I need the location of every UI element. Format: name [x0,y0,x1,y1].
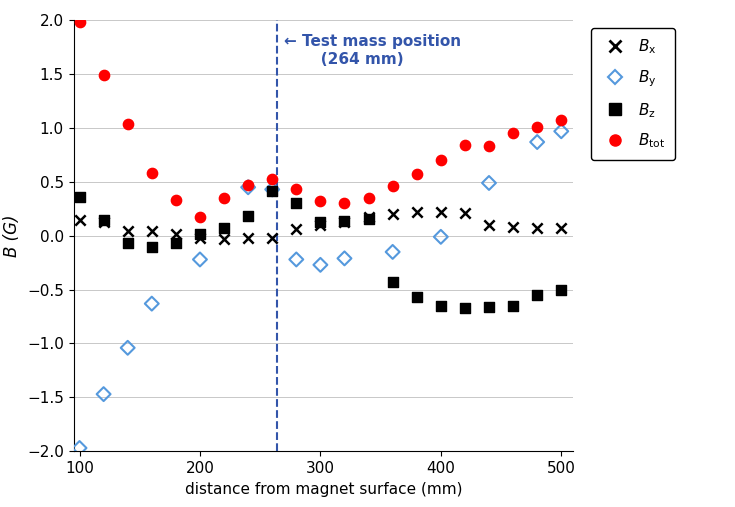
Point [290,186,302,194]
Point [315,197,326,205]
Point [194,256,206,264]
Point [459,209,471,217]
Point [387,182,398,190]
Point [146,169,158,177]
Point [339,255,351,263]
Point [483,179,495,187]
Point [290,256,302,264]
Point [435,302,447,310]
Point [243,234,254,242]
Point [531,123,543,131]
Point [339,216,351,225]
Point [122,227,134,235]
Point [122,239,134,247]
Point [556,117,567,125]
Point [194,234,206,242]
Point [339,199,351,207]
Point [483,303,495,311]
Point [218,235,230,243]
Point [74,193,85,201]
Point [122,120,134,128]
Point [170,239,182,247]
Point [387,248,398,256]
Point [266,174,278,183]
Point [74,215,85,224]
Point [435,233,447,241]
Point [290,199,302,207]
Point [507,302,519,310]
Point [74,444,85,452]
Point [170,196,182,204]
Point [435,208,447,216]
Point [411,208,423,216]
Point [507,223,519,231]
Point [122,344,134,352]
Point [146,242,158,250]
Point [146,227,158,235]
Point [290,225,302,233]
Point [435,156,447,164]
Point [362,213,374,222]
Point [266,186,278,194]
Point [459,304,471,312]
Point [266,234,278,242]
Point [556,127,567,135]
Point [146,300,158,308]
Point [362,194,374,202]
Point [194,230,206,238]
Point [243,212,254,221]
Point [98,390,110,398]
Point [507,129,519,137]
Point [531,138,543,146]
Point [98,218,110,226]
Point [531,224,543,232]
Point [483,221,495,229]
Point [483,142,495,151]
Point [339,218,351,226]
Point [218,224,230,232]
Point [315,218,326,226]
Point [411,170,423,178]
Point [218,194,230,202]
Point [243,181,254,189]
Text: ← Test mass position
       (264 mm): ← Test mass position (264 mm) [284,34,462,66]
Point [98,71,110,79]
Point [315,221,326,229]
Point [243,183,254,191]
Point [556,224,567,232]
Point [315,261,326,269]
Legend: $\mathit{B}_\mathrm{x}$, $\mathit{B}_\mathrm{y}$, $\mathit{B}_\mathrm{z}$, $\mat: $\mathit{B}_\mathrm{x}$, $\mathit{B}_\ma… [591,28,675,160]
Point [387,278,398,286]
Point [531,291,543,299]
Point [266,187,278,195]
X-axis label: distance from magnet surface (mm): distance from magnet surface (mm) [184,482,462,496]
Point [556,285,567,294]
Point [362,214,374,223]
Point [170,230,182,238]
Point [194,213,206,222]
Y-axis label: B (G): B (G) [4,214,21,257]
Point [459,141,471,149]
Point [98,215,110,224]
Point [74,18,85,26]
Point [387,210,398,218]
Point [411,293,423,301]
